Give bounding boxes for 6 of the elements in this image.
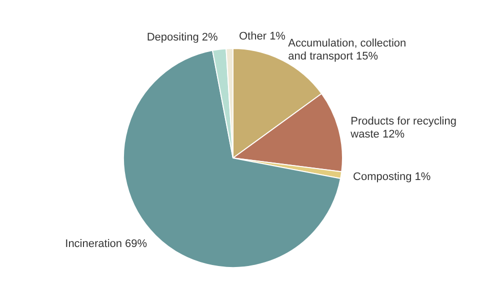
slice-label: Incineration 69%	[65, 238, 148, 250]
slice-label: Accumulation, collection and transport 15%	[288, 37, 406, 62]
slice-label: Other 1%	[239, 30, 286, 43]
slice-label: Products for recycling waste 12%	[350, 115, 456, 140]
slice-label: Depositing 2%	[146, 31, 218, 44]
slice-label: Composting 1%	[353, 171, 431, 184]
